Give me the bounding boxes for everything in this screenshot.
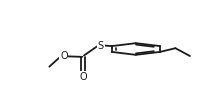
Text: S: S	[98, 41, 104, 51]
Text: O: O	[79, 72, 87, 82]
Text: O: O	[60, 51, 68, 61]
